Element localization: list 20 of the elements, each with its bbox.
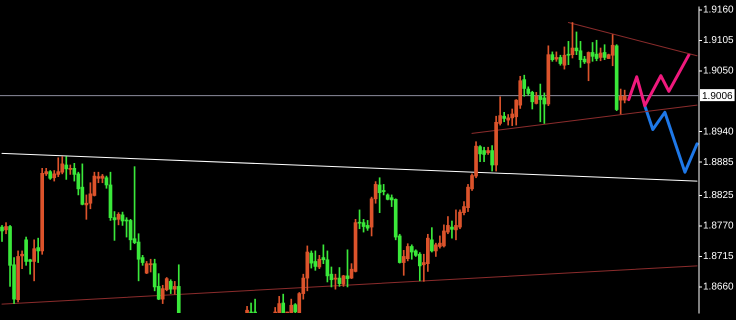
candlestick: [334, 274, 338, 290]
candlestick: [590, 42, 594, 62]
y-tick-label: 1.8770: [703, 220, 734, 232]
candlestick: [249, 302, 253, 313]
candlestick: [454, 210, 458, 240]
candlestick: [570, 22, 574, 58]
candlestick: [450, 220, 454, 238]
y-tick-label: 1.9050: [703, 66, 734, 76]
candlestick: [358, 210, 362, 230]
candlestick: [594, 40, 598, 62]
candlestick: [346, 249, 350, 288]
y-tick-label: 1.9105: [703, 35, 734, 46]
y-tick-label: 1.8825: [703, 190, 734, 202]
y-tick-label: 1.8715: [703, 251, 734, 262]
y-tick-label: 1.8660: [703, 282, 734, 293]
y-tick-label: 1.9160: [703, 4, 734, 16]
candlestick: [566, 41, 570, 65]
ref-line-label: 1.9006: [702, 90, 734, 102]
y-tick-label: 1.8885: [703, 156, 734, 168]
y-tick-label: 1.8940: [703, 126, 734, 138]
